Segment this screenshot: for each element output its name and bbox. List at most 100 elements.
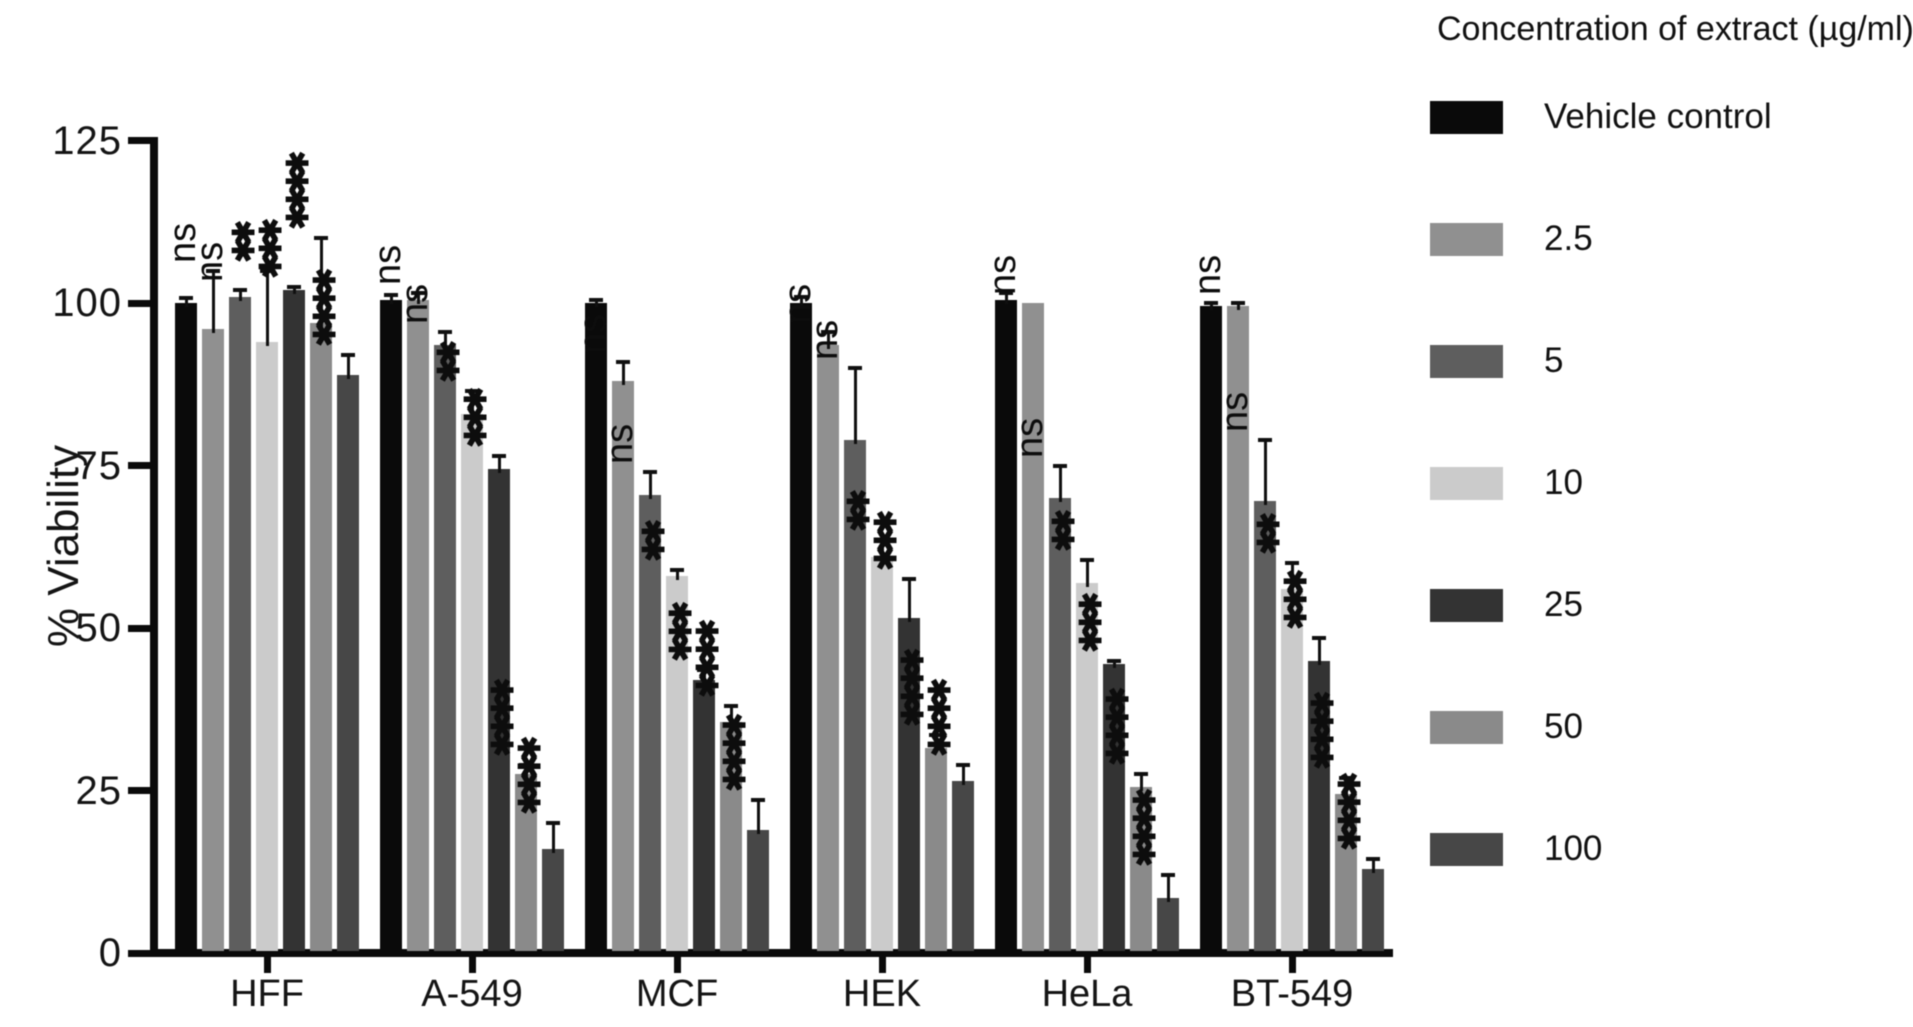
bar [1049,498,1071,951]
error-bar [1290,563,1294,593]
significance-label: ✱✱ [1048,515,1081,552]
bar [817,345,839,951]
error-bar-cap [751,798,765,803]
bar [283,290,305,951]
error-bar-cap [438,330,452,335]
significance-label: ✱✱✱ [870,516,903,572]
error-bar [211,270,215,333]
y-axis-tick [128,949,150,957]
significance-label: ✱✱ [433,346,466,383]
bar [434,345,456,951]
x-axis-tick [878,957,886,973]
legend-item: 25 [1430,585,1583,624]
error-bar-cap [1312,635,1326,640]
significance-label: ✱✱✱ [1280,575,1313,630]
bar [844,439,866,951]
error-bar-cap [956,762,970,767]
bar [1308,660,1330,951]
error-bar-cap [1053,463,1067,468]
significance-label: ✱✱✱✱ [514,742,547,815]
x-tick-label: HeLa [1041,973,1133,1015]
error-bar [1371,858,1375,873]
significance-label: ✱✱ [638,525,671,562]
significance-label: ns [599,423,641,464]
error-bar-cap [233,288,247,292]
error-bar-cap [1107,658,1121,663]
error-bar [880,540,884,561]
y-axis-tick [128,299,150,307]
error-bar [1236,303,1240,311]
significance-label: ns [394,284,436,325]
bar [1200,306,1222,951]
y-tick-label: 75 [75,443,122,488]
significance-label: ns [189,241,231,282]
error-bar [853,368,857,444]
significance-label: ✱✱✱ [255,224,288,279]
error-bar-cap [341,353,355,357]
significance-label: ns [1214,391,1256,432]
y-axis-tick [128,787,150,794]
error-bar [648,472,652,499]
error-bar-cap [465,388,479,393]
bar [337,374,359,951]
error-bar-cap [875,538,889,543]
error-bar [551,823,555,853]
bar [1130,787,1152,951]
legend-label: 5 [1544,341,1564,380]
error-bar-cap [384,292,398,297]
bar [790,303,812,951]
bar [1022,303,1044,951]
error-bar [799,296,803,307]
error-bar-cap [1161,873,1175,877]
error-bar-cap [670,567,684,572]
legend-item: 2.5 [1430,219,1593,258]
legend-label: Vehicle control [1544,97,1772,136]
legend-swatch [1430,710,1503,744]
error-bar [470,390,474,418]
error-bar-cap [643,470,657,474]
bar [488,468,510,951]
legend-swatch [1430,832,1503,866]
y-axis-line [150,137,158,957]
legend-label: 100 [1544,829,1603,868]
error-bar-cap [1366,856,1380,861]
bar [693,680,715,951]
y-axis-tick [128,137,150,144]
error-bar [1058,465,1062,502]
error-bar [1085,559,1089,587]
legend-label: 50 [1544,707,1583,746]
error-bar [907,579,911,623]
error-bar-cap [1204,301,1218,305]
significance-label: ✱✱✱✱ [692,625,725,698]
y-tick-label: 100 [52,281,122,325]
error-bar-cap [902,577,916,582]
legend-label: 10 [1544,463,1583,502]
bar [202,329,224,951]
error-bar [1344,777,1348,798]
significance-label: ns [367,245,409,286]
bar [720,722,742,951]
legend-label: 25 [1544,585,1583,624]
error-bar-cap [697,668,711,673]
error-bar-cap [260,268,274,273]
legend-swatch [1430,466,1503,500]
error-bar-cap [314,236,328,240]
bar [407,299,429,951]
error-bar-cap [1231,301,1245,305]
bar [612,381,634,951]
x-axis-line [150,949,1393,957]
x-tick-label: HFF [230,973,304,1015]
bar [1335,793,1357,951]
significance-label: ns [1187,254,1229,295]
error-bar [346,355,350,379]
bar [747,829,769,951]
error-bar [621,361,625,385]
significance-label: ns [982,254,1024,295]
bar [1362,868,1384,951]
x-tick-label: A-549 [421,973,523,1015]
error-bar [238,290,242,301]
error-bar-cap [179,295,193,300]
legend-item: 100 [1430,829,1603,868]
significance-label: ns [1009,417,1051,458]
